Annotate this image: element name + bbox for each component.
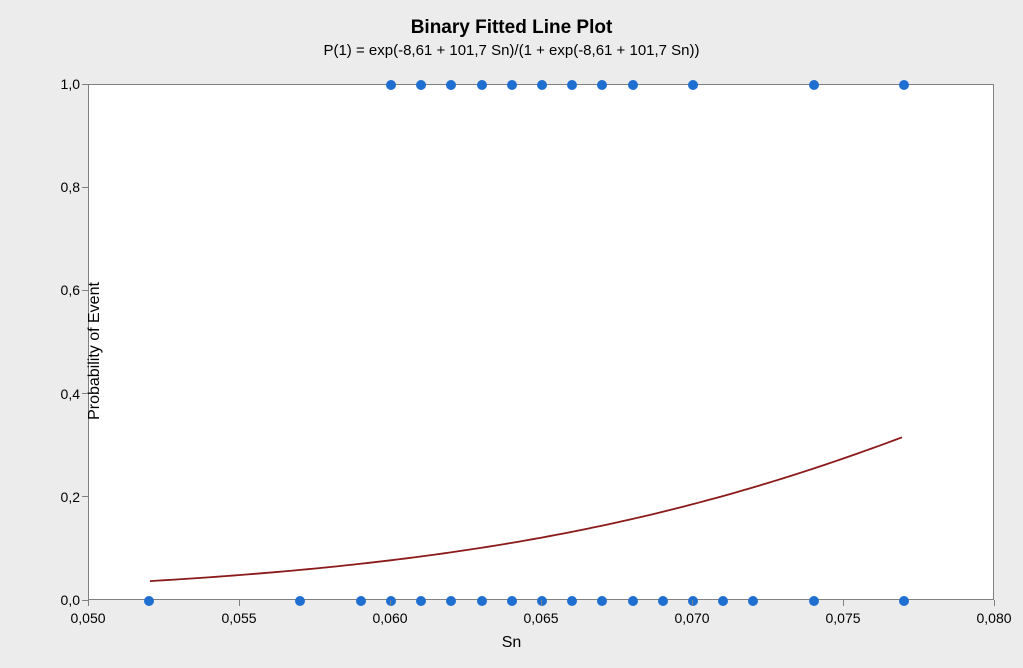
data-point	[386, 596, 396, 606]
y-tick-mark	[82, 393, 88, 394]
data-point	[356, 596, 366, 606]
x-tick-mark	[843, 600, 844, 606]
data-point	[628, 596, 638, 606]
x-tick-label: 0,070	[674, 610, 709, 626]
y-tick-label: 0,2	[61, 489, 80, 505]
data-point	[899, 596, 909, 606]
data-point	[658, 596, 668, 606]
data-point	[537, 596, 547, 606]
data-point	[477, 80, 487, 90]
y-tick-mark	[82, 600, 88, 601]
data-point	[537, 80, 547, 90]
fitted-line	[150, 437, 902, 581]
x-tick-mark	[541, 600, 542, 606]
y-tick-label: 0,4	[61, 386, 80, 402]
y-tick-label: 0,0	[61, 592, 80, 608]
data-point	[718, 596, 728, 606]
chart-subtitle: P(1) = exp(-8,61 + 101,7 Sn)/(1 + exp(-8…	[0, 42, 1023, 59]
data-point	[688, 596, 698, 606]
data-point	[688, 80, 698, 90]
x-tick-label: 0,055	[221, 610, 256, 626]
y-axis-label: Probability of Event	[86, 282, 104, 420]
data-point	[899, 80, 909, 90]
data-point	[628, 80, 638, 90]
y-tick-mark	[82, 496, 88, 497]
data-point	[507, 80, 517, 90]
data-point	[416, 80, 426, 90]
x-tick-mark	[88, 600, 89, 606]
x-tick-mark	[692, 600, 693, 606]
plot-area	[88, 84, 994, 600]
y-tick-mark	[82, 84, 88, 85]
data-point	[446, 596, 456, 606]
x-tick-mark	[239, 600, 240, 606]
y-tick-mark	[82, 187, 88, 188]
chart-container: Binary Fitted Line Plot P(1) = exp(-8,61…	[0, 0, 1023, 668]
x-tick-label: 0,060	[372, 610, 407, 626]
data-point	[144, 596, 154, 606]
data-point	[597, 596, 607, 606]
data-point	[567, 596, 577, 606]
x-tick-mark	[390, 600, 391, 606]
fitted-curve	[89, 85, 993, 599]
x-tick-label: 0,075	[825, 610, 860, 626]
x-tick-label: 0,050	[70, 610, 105, 626]
data-point	[597, 80, 607, 90]
x-tick-label: 0,080	[976, 610, 1011, 626]
y-tick-label: 0,8	[61, 179, 80, 195]
data-point	[748, 596, 758, 606]
x-axis-label: Sn	[0, 634, 1023, 652]
y-tick-label: 1,0	[61, 76, 80, 92]
x-tick-label: 0,065	[523, 610, 558, 626]
data-point	[446, 80, 456, 90]
y-tick-label: 0,6	[61, 282, 80, 298]
chart-title: Binary Fitted Line Plot	[0, 17, 1023, 39]
data-point	[809, 80, 819, 90]
x-tick-mark	[994, 600, 995, 606]
data-point	[567, 80, 577, 90]
data-point	[507, 596, 517, 606]
data-point	[809, 596, 819, 606]
data-point	[386, 80, 396, 90]
data-point	[416, 596, 426, 606]
y-tick-mark	[82, 290, 88, 291]
data-point	[295, 596, 305, 606]
data-point	[477, 596, 487, 606]
